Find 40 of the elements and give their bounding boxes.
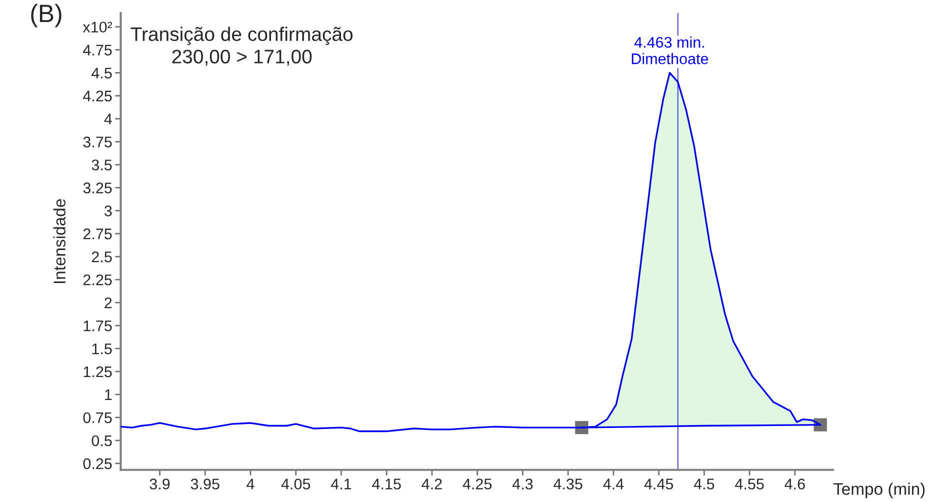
y-tick-label: 4.75: [83, 44, 112, 56]
x-tick-label: 4.1: [330, 478, 352, 490]
annotation: 4.463 min. Dimethoate: [632, 36, 708, 64]
y-tick-label: 4: [104, 114, 112, 124]
text: (B): [31, 4, 62, 28]
y-tick-label: 2.75: [83, 228, 112, 240]
x-tick-label: 4.6: [784, 478, 805, 490]
y-tick-label: 0.75: [83, 412, 112, 424]
y-tick-label: 2.5: [92, 251, 112, 262]
y-tick-label: 0.5: [92, 435, 112, 446]
annotation: Transição de confirmação 230,00 > 171,00: [130, 26, 353, 66]
x-tick-label: 4.25: [462, 478, 492, 490]
x-axis-title: Tempo (min): [833, 482, 925, 498]
x-tick-label: 4.3: [512, 478, 533, 490]
x-tick-label: 4: [246, 478, 254, 490]
y-tick-label: 1.5: [92, 344, 112, 354]
y-tick-label: 2.25: [83, 274, 112, 286]
y-tick-label: 3: [104, 206, 112, 216]
x-tick-label: 4.2: [422, 478, 442, 490]
y-tick-label: 1.25: [84, 366, 112, 378]
y-tick-label: x10²: [82, 22, 112, 33]
x-tick-label: 4.5: [694, 478, 714, 490]
y-tick-label: 3.75: [83, 136, 112, 148]
y-tick-label: 2: [104, 297, 112, 308]
y-tick-label: 1.75: [84, 320, 112, 332]
x-tick-label: 4.35: [554, 478, 582, 490]
y-axis-title: Intensidade: [53, 199, 66, 284]
y-tick-label: 0.25: [83, 458, 112, 470]
x-tick-label: 3.9: [150, 478, 170, 490]
x-tick-label: 4.55: [735, 478, 764, 490]
x-tick-label: 4.4: [603, 478, 624, 490]
y-tick-label: 3.25: [83, 182, 112, 194]
x-tick-label: 3.95: [190, 478, 220, 490]
y-tick-label: 4.25: [83, 90, 112, 102]
y-tick-label: 3.5: [92, 160, 112, 170]
x-tick-label: 4.05: [281, 478, 310, 490]
y-tick-label: 4.5: [92, 68, 112, 78]
x-tick-label: 4.15: [372, 478, 401, 490]
x-tick-label: 4.45: [644, 478, 674, 490]
y-tick-label: 1: [105, 390, 112, 400]
